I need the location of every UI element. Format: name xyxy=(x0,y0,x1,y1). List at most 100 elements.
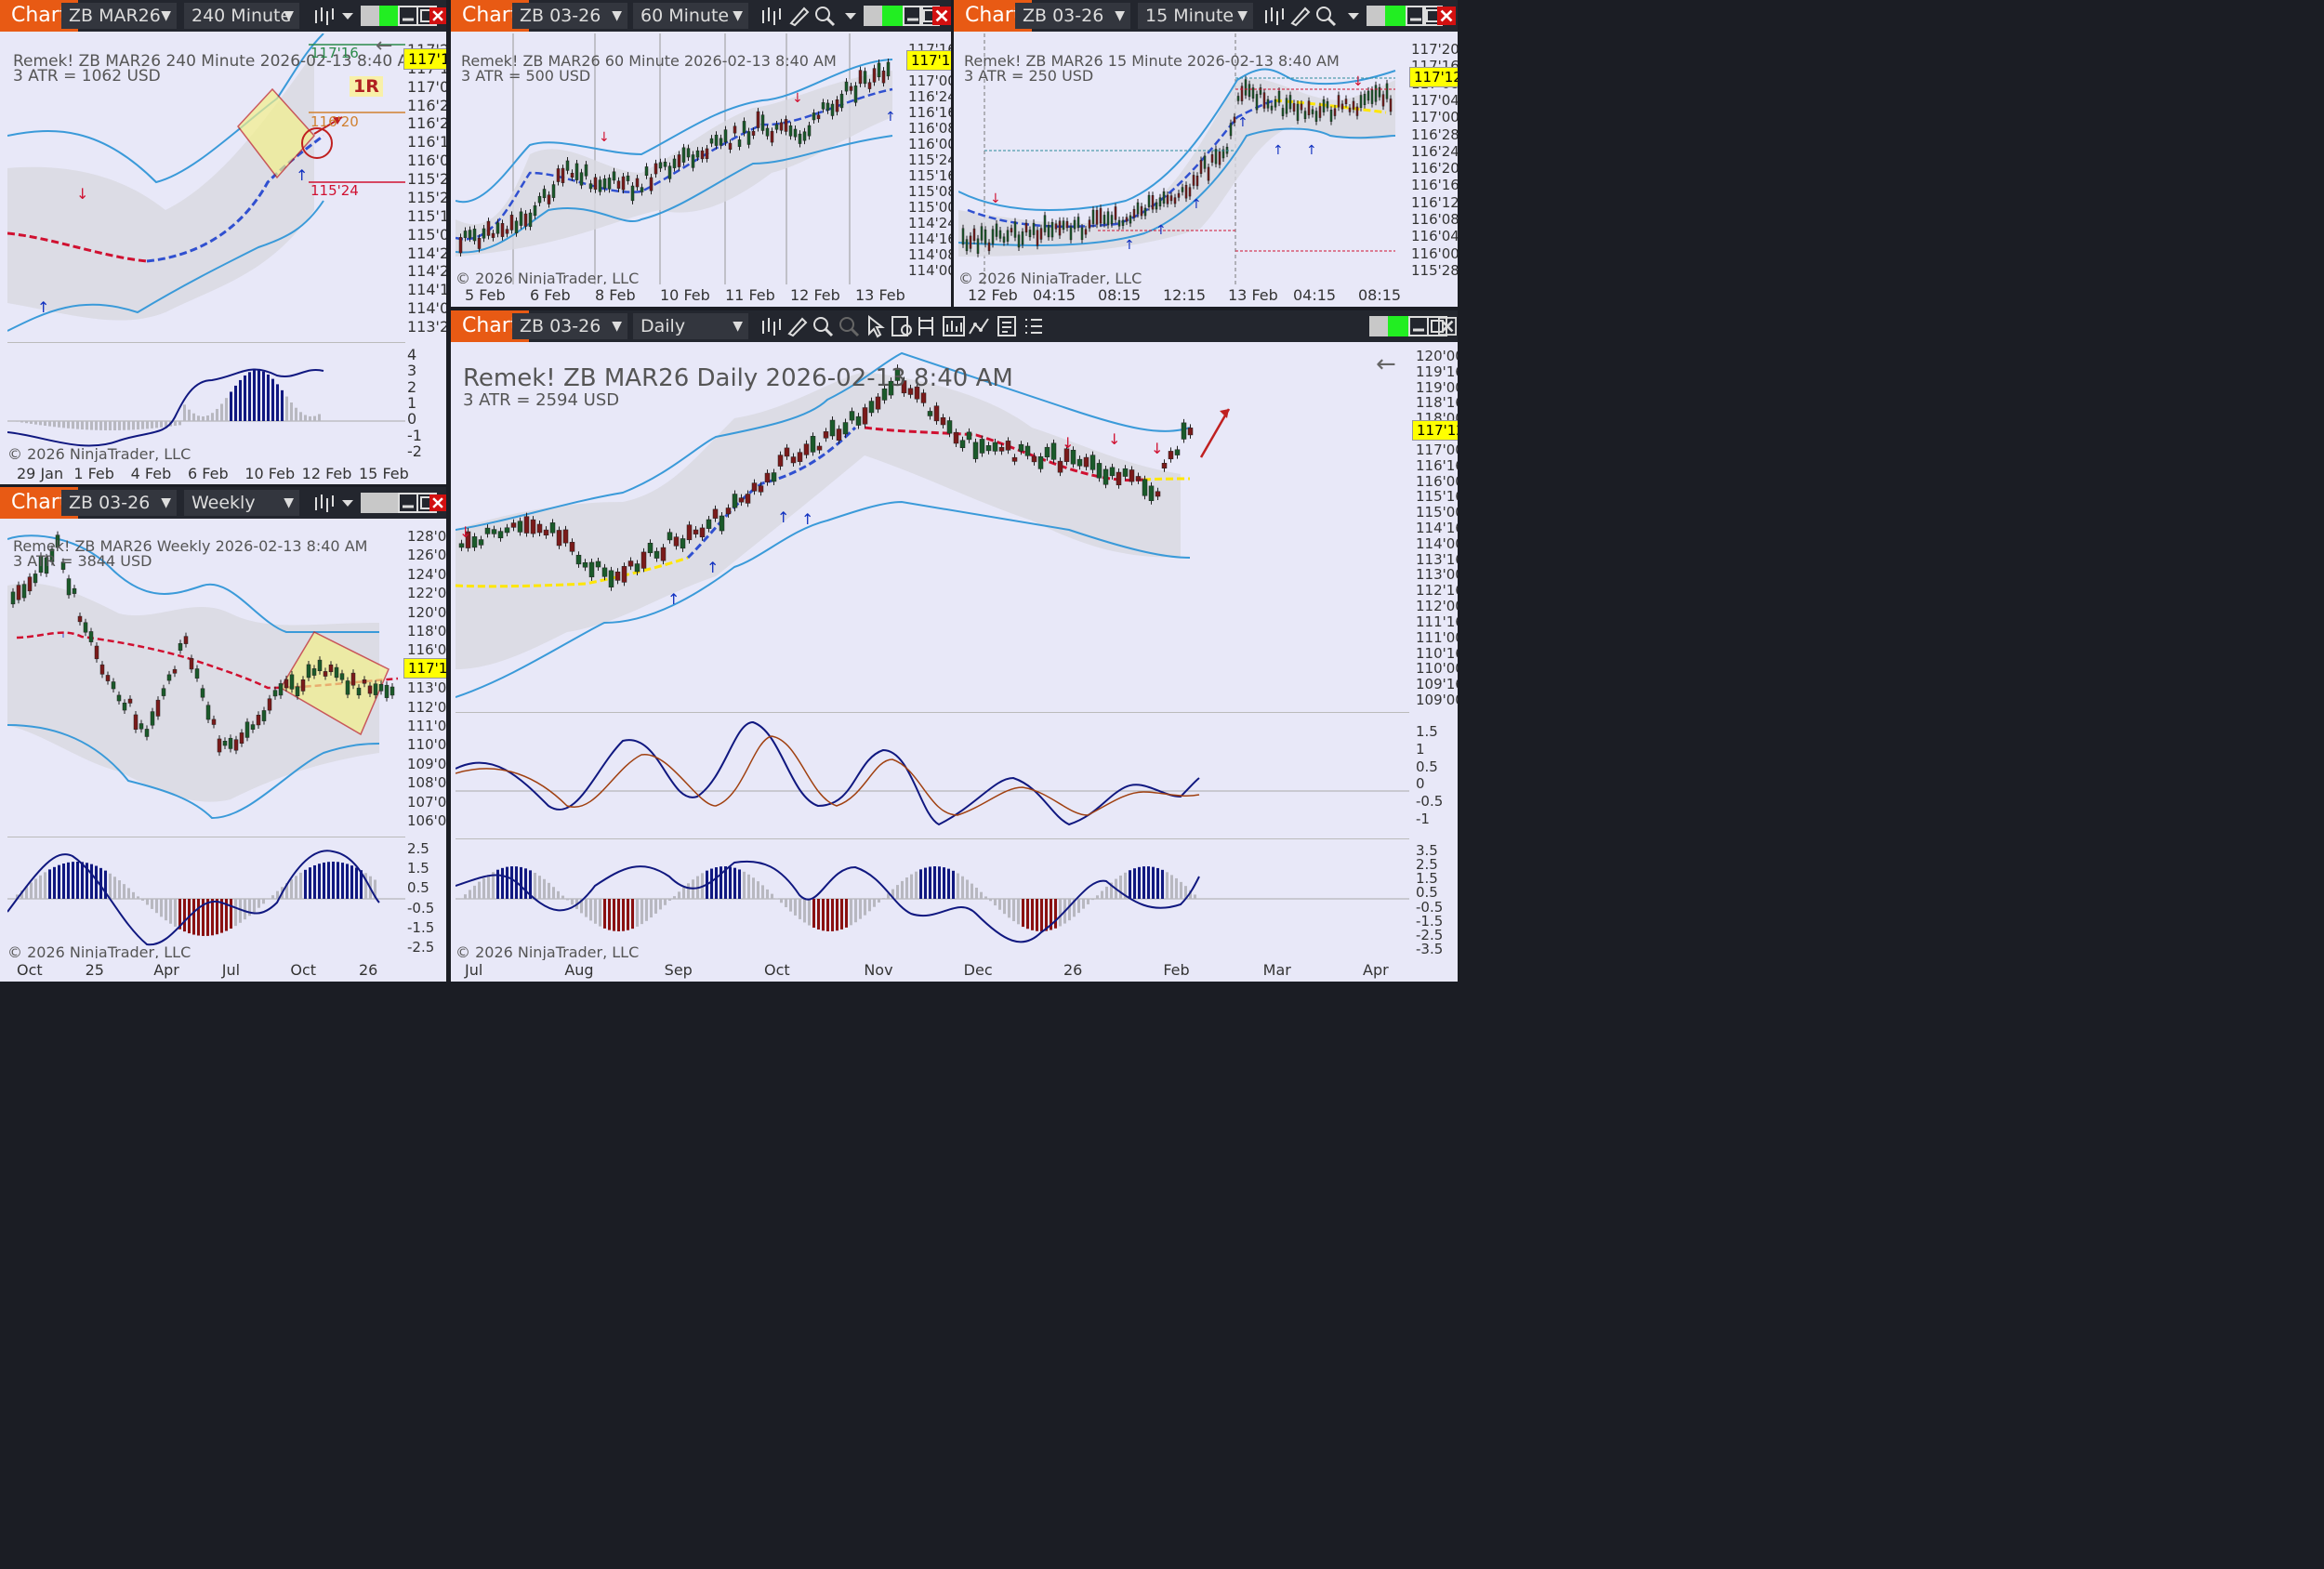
instrument-selector[interactable]: ZB 03-26 ▼ xyxy=(61,490,177,516)
zoom-out-icon[interactable] xyxy=(836,313,864,339)
dropdown-arrow-icon[interactable] xyxy=(338,3,357,29)
price-panel[interactable]: ← ↓ ↓ ↓ ↓ ↑ ↑ ↑ ↑ Remek! ZB MAR26 Daily … xyxy=(456,344,1409,710)
close-icon[interactable] xyxy=(932,6,951,26)
oscillator-axis[interactable]: 4 3 2 1 0 -1 -2 xyxy=(405,342,446,461)
histogram-bar xyxy=(216,408,218,421)
interval-selector[interactable]: 60 Minute ▼ xyxy=(633,3,748,29)
candle-body xyxy=(205,705,211,720)
oscillator-panel-1[interactable] xyxy=(456,712,1409,837)
price-panel[interactable]: ← ↓ ↑ ↑ Remek! ZB MAR26 240 Minute 2026-… xyxy=(7,33,405,340)
bar-chart-icon[interactable] xyxy=(758,3,786,29)
price-panel[interactable]: Remek! ZB MAR26 Weekly 2026-02-13 8:40 A… xyxy=(7,521,405,835)
interval-selector[interactable]: 15 Minute ▼ xyxy=(1138,3,1253,29)
magnifier-icon[interactable] xyxy=(812,3,839,29)
green-toggle-button[interactable] xyxy=(1388,316,1408,336)
candle-body xyxy=(289,674,295,690)
magnifier-icon[interactable] xyxy=(1313,3,1340,29)
candle-body xyxy=(1248,84,1251,98)
dropdown-arrow-icon[interactable] xyxy=(338,490,357,516)
minimize-icon[interactable] xyxy=(903,6,923,26)
indicators-icon[interactable] xyxy=(940,313,968,339)
cursor-icon[interactable] xyxy=(862,313,890,339)
price-panel[interactable]: ↓ ↓ ↑ Remek! ZB MAR26 60 Minute 2026-02-… xyxy=(456,33,902,284)
pencil-icon[interactable] xyxy=(786,3,813,29)
candle-body xyxy=(1218,151,1221,165)
green-toggle-button[interactable] xyxy=(379,6,400,26)
templates-icon[interactable] xyxy=(914,313,942,339)
green-toggle-button[interactable] xyxy=(882,6,903,26)
gray-toggle-button[interactable] xyxy=(1367,6,1387,26)
price-axis[interactable]: 117'20117'12117'04116'28116'20116'12116'… xyxy=(405,33,446,340)
time-axis[interactable]: 12 Feb 04:15 08:15 12:15 13 Feb 04:15 08:15 xyxy=(958,284,1405,307)
candle-body xyxy=(510,522,517,528)
time-axis[interactable]: 5 Feb 6 Feb 8 Feb 10 Feb 11 Feb 12 Feb 13 Feb xyxy=(456,284,905,307)
axis-tick-label: 114'28 xyxy=(407,244,446,262)
instrument-selector[interactable]: ZB 03-26 ▼ xyxy=(512,313,627,339)
candle-body xyxy=(60,561,66,570)
time-axis[interactable]: 29 Jan 1 Feb 4 Feb 6 Feb 10 Feb 12 Feb 15 Feb xyxy=(7,463,409,484)
candle-body xyxy=(1184,184,1188,199)
pencil-icon[interactable] xyxy=(784,313,812,339)
candle-body xyxy=(1151,195,1155,210)
histogram-bar xyxy=(262,371,265,421)
dropdown-arrow-icon[interactable] xyxy=(1344,3,1363,29)
gray-toggle-button[interactable] xyxy=(1369,316,1390,336)
gray-toggle-button[interactable] xyxy=(864,6,884,26)
instrument-selector[interactable]: ZB 03-26 ▼ xyxy=(1015,3,1130,29)
down-arrow-signal: ↓ xyxy=(1151,440,1163,457)
oscillator-axis-2[interactable]: 3.5 2.5 1.5 0.5 -0.5 -1.5 -2.5 -3.5 xyxy=(1414,838,1458,959)
gray-toggle-button[interactable] xyxy=(379,493,400,513)
time-axis[interactable]: Jul Aug Sep Oct Nov Dec 26 Feb Mar Apr xyxy=(456,959,1409,982)
minimize-icon[interactable] xyxy=(1406,6,1426,26)
oscillator-panel-2[interactable]: © 2026 NinjaTrader, LLC xyxy=(456,838,1409,960)
bar-chart-icon[interactable] xyxy=(758,313,786,339)
list-icon[interactable] xyxy=(1020,313,1048,339)
chevron-down-icon: ▼ xyxy=(612,319,622,334)
axis-tick-label: 111'16 xyxy=(1416,613,1458,630)
oscillator-panel[interactable]: © 2026 NinjaTrader, LLC xyxy=(7,837,405,958)
instrument-selector[interactable]: ZB MAR26 ▼ xyxy=(61,3,177,29)
bar-chart-icon[interactable] xyxy=(310,490,338,516)
interval-selector[interactable]: Weekly ▼ xyxy=(184,490,299,516)
minimize-icon[interactable] xyxy=(398,6,418,26)
minimize-icon[interactable] xyxy=(398,493,418,513)
candle-body xyxy=(1233,116,1236,124)
close-icon[interactable] xyxy=(1437,6,1456,26)
minimize-icon[interactable] xyxy=(1408,316,1429,336)
bar-chart-icon[interactable] xyxy=(310,3,338,29)
pencil-icon[interactable] xyxy=(1287,3,1314,29)
oscillator-panel[interactable]: © 2026 NinjaTrader, LLC xyxy=(7,342,405,462)
oscillator-axis-1[interactable]: 1.5 1 0.5 0 -0.5 -1 xyxy=(1414,712,1458,837)
oscillator-axis[interactable]: 2.5 1.5 0.5 -0.5 -1.5 -2.5 xyxy=(405,837,446,957)
price-panel[interactable]: ↓ ↓ ↑ ↑ ↑ ↑ ↑ ↑ Remek! ZB MAR26 15 Minut… xyxy=(958,33,1405,284)
bar-chart-icon[interactable] xyxy=(1261,3,1288,29)
axis-tick-label: 1 xyxy=(407,394,417,412)
time-axis[interactable]: Oct 25 Apr Jul Oct 26 xyxy=(7,959,405,982)
gray-toggle-button[interactable] xyxy=(361,6,381,26)
candle-body xyxy=(1121,219,1125,226)
close-icon[interactable] xyxy=(1438,316,1457,336)
strategies-icon[interactable] xyxy=(966,313,994,339)
histogram-bar xyxy=(239,379,242,421)
properties-icon[interactable] xyxy=(994,313,1022,339)
histogram-bar xyxy=(67,421,70,429)
instrument-selector[interactable]: ZB 03-26 ▼ xyxy=(512,3,627,29)
price-axis[interactable]: 128'00 126'00124'00 122'00120'00 118'00 116'… xyxy=(405,521,446,835)
interval-selector[interactable]: Daily ▼ xyxy=(633,313,748,339)
data-box-icon[interactable] xyxy=(888,313,916,339)
close-icon[interactable] xyxy=(429,493,446,513)
dropdown-arrow-icon[interactable] xyxy=(841,3,860,29)
close-icon[interactable] xyxy=(429,6,446,26)
price-axis[interactable]: 117'16117'08117'00116'24116'16116'08116'… xyxy=(906,33,951,284)
candle-body xyxy=(798,133,802,144)
candle-body xyxy=(677,154,681,167)
price-axis[interactable]: 120'00119'16119'00118'16118'00117'16117'… xyxy=(1414,344,1458,710)
histogram-bar xyxy=(994,899,997,906)
interval-selector[interactable]: 240 Minute ▼ xyxy=(184,3,299,29)
magnifier-icon[interactable] xyxy=(810,313,838,339)
green-toggle-button[interactable] xyxy=(1385,6,1406,26)
candle-body xyxy=(1076,458,1083,467)
histogram-bar xyxy=(211,413,214,421)
histogram-bar xyxy=(113,421,116,430)
gray-toggle-button[interactable] xyxy=(361,493,381,513)
